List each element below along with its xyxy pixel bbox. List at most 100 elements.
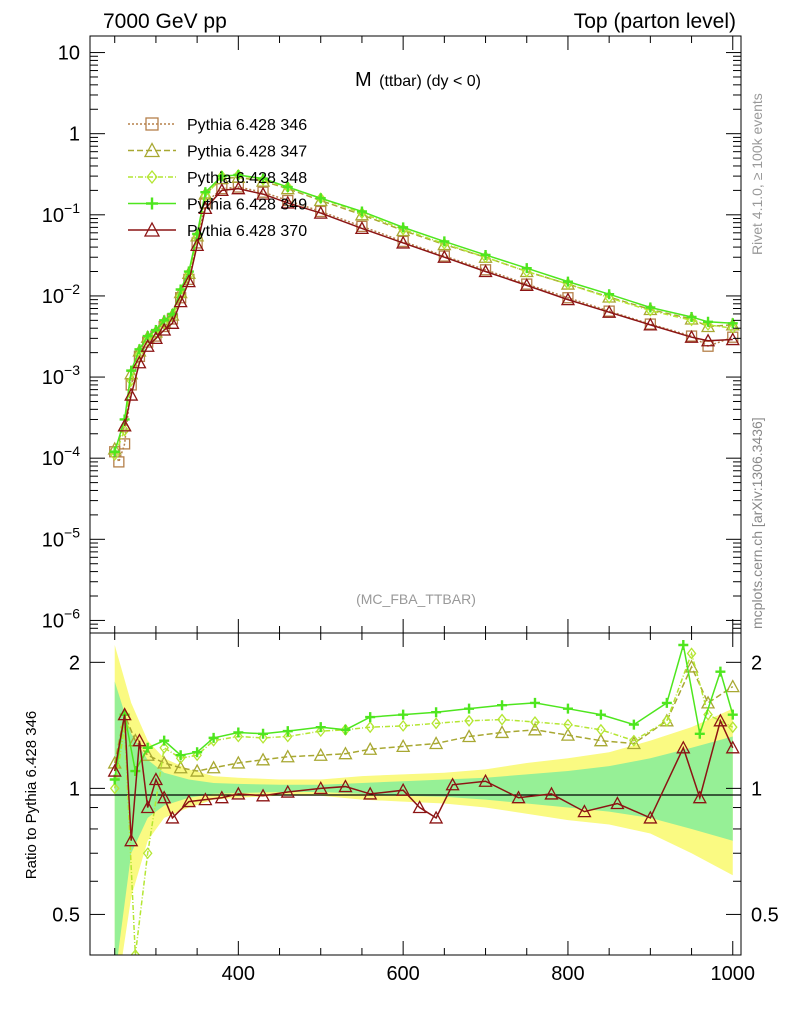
ratio-point-pythia-6-428-349 bbox=[464, 703, 475, 714]
legend-item-pythia-6-428-347: Pythia 6.428 347 bbox=[128, 142, 307, 161]
legend-label: Pythia 6.428 347 bbox=[187, 144, 307, 161]
legend-item-pythia-6-428-370: Pythia 6.428 370 bbox=[128, 221, 307, 240]
x-tick-label: 800 bbox=[551, 963, 584, 985]
ratio-point-pythia-6-428-348 bbox=[398, 719, 408, 732]
analysis-watermark: (MC_FBA_TTBAR) bbox=[356, 591, 476, 607]
ratio-point-pythia-6-428-347 bbox=[190, 763, 205, 777]
ratio-point-pythia-6-428-370 bbox=[511, 790, 526, 804]
ratio-point-pythia-6-428-348 bbox=[109, 782, 120, 795]
ratio-point-pythia-6-428-348 bbox=[142, 847, 153, 860]
legend-marker bbox=[146, 197, 158, 210]
main-point-pythia-6-428-349 bbox=[109, 446, 120, 457]
ratio-point-pythia-6-428-370 bbox=[544, 786, 559, 800]
main-y-tick-label: 10−1 bbox=[42, 200, 80, 227]
ratio-point-pythia-6-428-349 bbox=[497, 700, 508, 711]
main-y-tick-base: 1 bbox=[69, 124, 80, 146]
ratio-point-pythia-6-428-370 bbox=[692, 790, 707, 804]
ratio-point-pythia-6-428-347 bbox=[396, 738, 411, 752]
main-point-pythia-6-428-349 bbox=[645, 302, 656, 313]
main-point-pythia-6-428-349 bbox=[398, 222, 409, 233]
main-point-pythia-6-428-370 bbox=[519, 278, 534, 292]
ratio-point-pythia-6-428-370 bbox=[445, 777, 460, 791]
main-y-tick-label: 10−6 bbox=[42, 605, 80, 632]
ratio-point-pythia-6-428-348 bbox=[686, 647, 697, 660]
main-point-pythia-6-428-347 bbox=[173, 285, 188, 299]
main-point-pythia-6-428-346 bbox=[113, 456, 125, 468]
main-y-tick-label: 10−2 bbox=[42, 281, 80, 308]
ratio-point-pythia-6-428-347 bbox=[626, 736, 641, 750]
ratio-point-pythia-6-428-347 bbox=[231, 755, 246, 769]
ratio-point-pythia-6-428-348 bbox=[530, 716, 540, 729]
ratio-plot-frame bbox=[89, 632, 742, 956]
main-point-pythia-6-428-370 bbox=[684, 329, 699, 343]
ratio-point-pythia-6-428-349 bbox=[715, 666, 726, 677]
ratio-point-pythia-6-428-347 bbox=[527, 722, 543, 736]
ratio-point-pythia-6-428-349 bbox=[175, 750, 186, 761]
main-point-pythia-6-428-370 bbox=[280, 195, 295, 209]
ratio-axis-ticks bbox=[90, 633, 741, 956]
main-y-tick-base: 10 bbox=[42, 205, 64, 227]
ratio-point-pythia-6-428-349 bbox=[282, 726, 293, 737]
main-point-pythia-6-428-370 bbox=[313, 205, 328, 219]
ratio-point-pythia-6-428-370 bbox=[231, 786, 246, 800]
main-point-pythia-6-428-370 bbox=[165, 315, 180, 329]
ratio-point-pythia-6-428-348 bbox=[282, 730, 293, 743]
main-point-pythia-6-428-349 bbox=[258, 173, 269, 184]
main-point-pythia-6-428-349 bbox=[703, 316, 714, 327]
main-point-pythia-6-428-348 bbox=[703, 318, 713, 331]
mcplots-label: mcplots.cern.ch [arXiv:1306.3436] bbox=[749, 417, 765, 629]
main-point-pythia-6-428-370 bbox=[354, 221, 370, 235]
main-line-pythia-6-428-349 bbox=[114, 174, 733, 452]
ratio-y-tick-labels: 0.5 0.5 1 1 2 2 bbox=[52, 652, 779, 926]
ratio-point-pythia-6-428-347 bbox=[363, 741, 378, 755]
main-point-pythia-6-428-349 bbox=[686, 311, 697, 322]
ratio-point-pythia-6-428-348 bbox=[464, 714, 474, 727]
main-y-tick-exp: −2 bbox=[64, 281, 80, 297]
legend-marker bbox=[143, 142, 161, 158]
ratio-point-pythia-6-428-370 bbox=[132, 733, 147, 747]
main-y-tick-base: 10 bbox=[42, 529, 64, 551]
ratio-point-pythia-6-428-349 bbox=[562, 703, 573, 714]
legend-item-pythia-6-428-348: Pythia 6.428 348 bbox=[128, 169, 307, 187]
main-point-pythia-6-428-348 bbox=[126, 374, 137, 387]
ratio-point-pythia-6-428-370 bbox=[429, 810, 444, 824]
ratio-point-pythia-6-428-349 bbox=[529, 697, 540, 708]
ratio-point-pythia-6-428-370 bbox=[124, 833, 139, 847]
main-point-pythia-6-428-370 bbox=[214, 183, 229, 197]
ratio-point-pythia-6-428-347 bbox=[173, 760, 188, 774]
ratio-point-pythia-6-428-370 bbox=[338, 779, 353, 793]
ratio-point-pythia-6-428-370 bbox=[107, 763, 122, 777]
ratio-point-pythia-6-428-349 bbox=[192, 747, 203, 758]
ratio-point-pythia-6-428-370 bbox=[255, 788, 271, 802]
ratio-point-pythia-6-428-370 bbox=[363, 786, 378, 800]
legend-label: Pythia 6.428 370 bbox=[187, 223, 307, 240]
ratio-point-pythia-6-428-348 bbox=[175, 752, 186, 765]
main-point-pythia-6-428-349 bbox=[480, 249, 491, 260]
ratio-point-pythia-6-428-348 bbox=[130, 948, 141, 955]
ratio-point-pythia-6-428-348 bbox=[315, 725, 326, 738]
ratio-point-pythia-6-428-348 bbox=[727, 721, 738, 734]
main-point-pythia-6-428-370 bbox=[643, 317, 658, 331]
ratio-point-pythia-6-428-370 bbox=[165, 810, 180, 824]
ratio-y-tick-label-left: 1 bbox=[69, 778, 80, 800]
main-y-tick-base: 10 bbox=[42, 286, 64, 308]
ratio-point-pythia-6-428-349 bbox=[159, 735, 170, 746]
main-point-pythia-6-428-349 bbox=[175, 284, 186, 295]
ratio-point-pythia-6-428-348 bbox=[662, 714, 672, 727]
ratio-point-pythia-6-428-348 bbox=[563, 718, 573, 731]
ratio-point-pythia-6-428-370 bbox=[140, 800, 155, 814]
ratio-point-pythia-6-428-370 bbox=[713, 713, 728, 727]
ratio-point-pythia-6-428-349 bbox=[661, 697, 672, 708]
main-point-pythia-6-428-370 bbox=[132, 355, 147, 369]
main-y-tick-exp: −1 bbox=[64, 200, 80, 216]
main-point-pythia-6-428-370 bbox=[231, 181, 246, 195]
main-point-pythia-6-428-370 bbox=[140, 338, 155, 352]
ratio-line-pythia-6-428-370 bbox=[113, 714, 734, 841]
ratio-point-pythia-6-428-370 bbox=[412, 800, 427, 814]
main-y-tick-base: 10 bbox=[42, 367, 64, 389]
ratio-point-pythia-6-428-348 bbox=[596, 723, 606, 736]
ratio-point-pythia-6-428-348 bbox=[233, 730, 244, 743]
ratio-bands-layer bbox=[114, 644, 733, 955]
